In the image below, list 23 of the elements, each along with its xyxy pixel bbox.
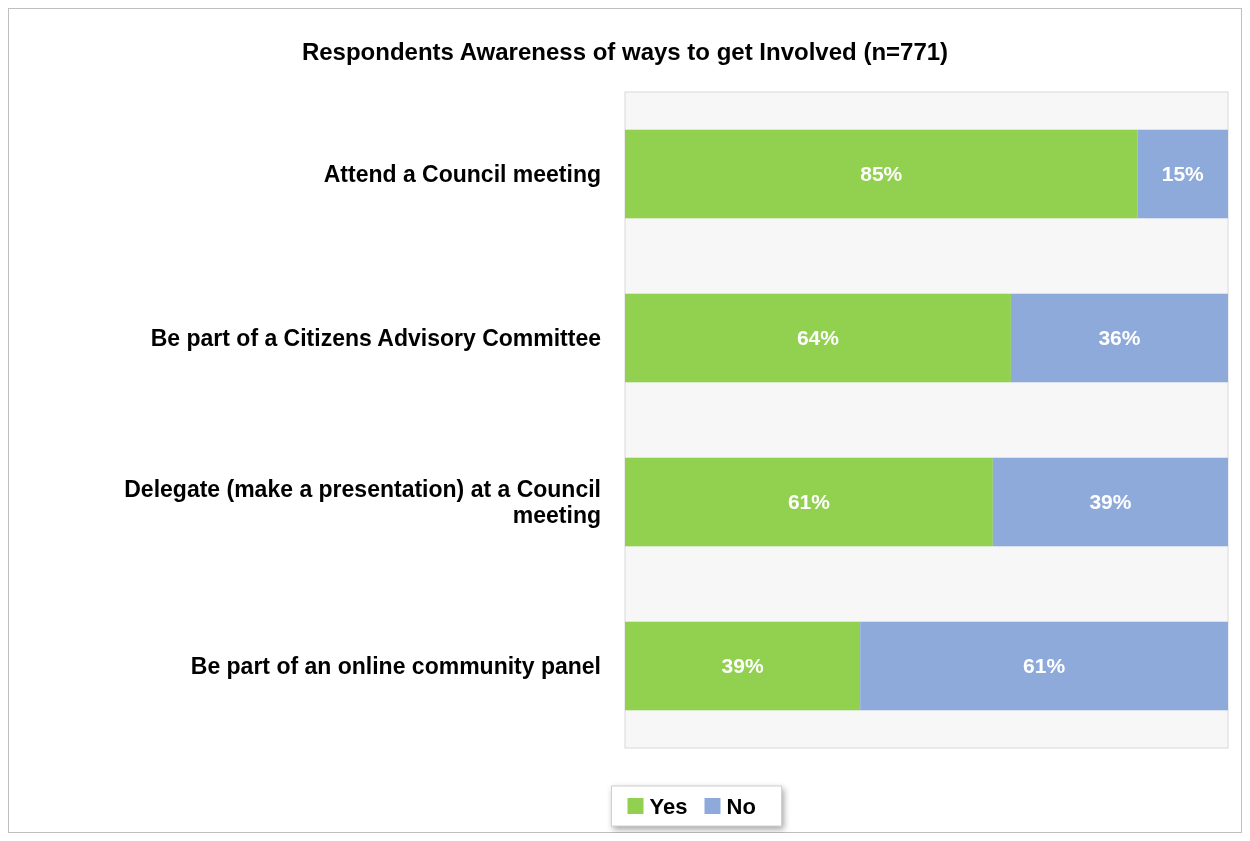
y-tick-label: Be part of a Citizens Advisory Committee [150,325,601,352]
bar [625,293,1011,383]
bar [1010,293,1228,383]
data-label: 85% [860,162,903,186]
legend-label: No [726,793,756,819]
legend-label: Yes [649,793,688,819]
y-tick-label: Attend a Council meeting [323,161,601,188]
data-label: 61% [787,490,831,514]
chart-title: Respondents Awareness of ways to get Involved (n=771) [301,38,949,65]
bar [625,129,1138,219]
data-label: 39% [721,654,764,678]
bar [625,621,861,711]
y-tick-label: Be part of an online community panel [190,653,601,680]
data-label: 64% [796,326,840,350]
bar [625,457,993,547]
bar [860,621,1228,711]
data-label: 15% [1161,162,1205,186]
data-label: 61% [1023,654,1066,678]
bar [992,457,1228,547]
bar [1137,129,1228,219]
data-label: 39% [1089,490,1132,514]
y-tick-label: Delegate (make a presentation) at a Council meeting [124,476,601,529]
data-label: 36% [1098,326,1141,350]
